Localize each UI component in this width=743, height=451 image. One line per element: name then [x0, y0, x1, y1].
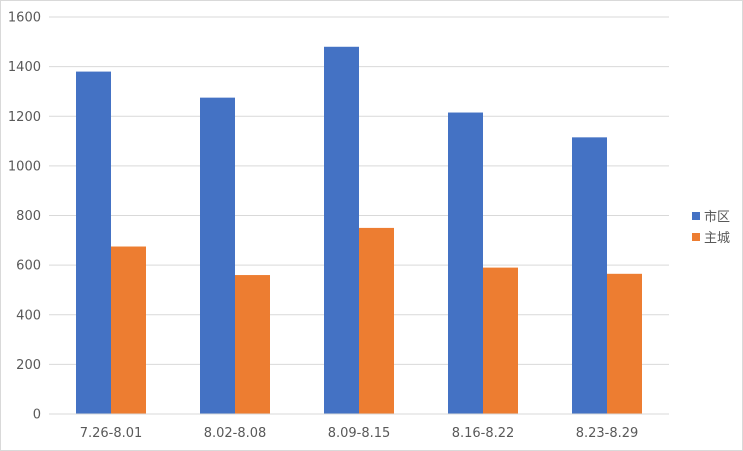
bar-shiqu-4 [572, 137, 607, 414]
y-tick-label: 1600 [8, 11, 41, 26]
legend-swatch-0 [692, 212, 700, 220]
y-axis-ticks: 0 200 400 600 800 1000 1200 1400 1600 [8, 11, 41, 423]
bar-zhucheng-0 [111, 246, 146, 414]
bar-zhucheng-1 [235, 275, 270, 414]
y-tick-label: 200 [16, 358, 41, 373]
x-tick-label: 8.23-8.29 [576, 426, 639, 441]
legend-label-1: 主城 [704, 231, 730, 246]
bar-shiqu-3 [448, 112, 483, 414]
bar-shiqu-1 [200, 97, 235, 414]
y-tick-label: 0 [33, 408, 41, 423]
x-tick-label: 8.02-8.08 [204, 426, 267, 441]
bar-shiqu-0 [76, 71, 111, 415]
y-tick-label: 1400 [8, 60, 41, 75]
legend-label-0: 市区 [704, 209, 730, 225]
bar-shiqu-2 [324, 46, 359, 415]
bar-zhucheng-4 [607, 273, 642, 414]
y-tick-label: 1000 [8, 159, 41, 174]
bars [76, 46, 642, 415]
y-tick-label: 800 [16, 209, 41, 224]
x-tick-label: 7.26-8.01 [80, 426, 143, 441]
x-axis-ticks: 7.26-8.01 8.02-8.08 8.09-8.15 8.16-8.22 8.23… [80, 426, 639, 441]
y-tick-label: 400 [16, 308, 41, 323]
y-tick-label: 1200 [8, 110, 41, 125]
x-tick-label: 8.09-8.15 [328, 426, 391, 441]
bar-zhucheng-2 [359, 227, 394, 414]
x-tick-label: 8.16-8.22 [452, 426, 515, 441]
y-tick-label: 600 [16, 259, 41, 274]
bar-zhucheng-3 [483, 267, 518, 414]
legend-swatch-1 [692, 233, 700, 241]
